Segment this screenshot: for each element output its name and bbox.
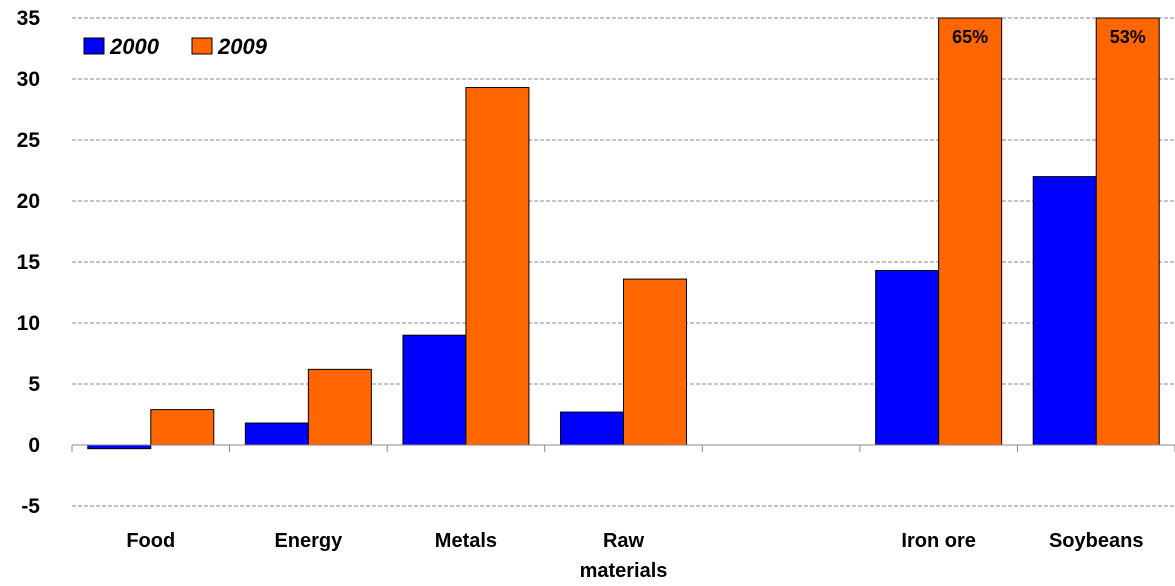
category-label: Soybeans bbox=[1049, 530, 1143, 552]
bar-2000-food bbox=[87, 444, 152, 450]
category-label: Food bbox=[126, 530, 175, 552]
legend-swatch-2009 bbox=[191, 37, 213, 55]
bar-2000-metals bbox=[402, 334, 467, 446]
legend-label-2000: 2000 bbox=[109, 34, 160, 59]
data-labels: 65% 53% bbox=[952, 27, 1146, 47]
category-label: materials bbox=[580, 560, 668, 582]
legend: 2000 2009 bbox=[83, 34, 268, 59]
category-labels: Food Energy Metals Raw materials Iron ore Soyb… bbox=[126, 530, 1143, 582]
bar-2009-food bbox=[150, 409, 215, 446]
y-tick-label: 10 bbox=[17, 312, 40, 335]
y-tick-label: 0 bbox=[28, 434, 40, 457]
bar-2009-iron-ore bbox=[938, 17, 1003, 446]
bar-2000-iron-ore bbox=[875, 270, 940, 446]
y-tick-label: 20 bbox=[17, 190, 40, 213]
bar-2009-metals bbox=[465, 87, 530, 446]
bar-2000-energy bbox=[244, 422, 309, 446]
bar-2009-energy bbox=[307, 368, 372, 446]
bar-2009-soybeans bbox=[1095, 17, 1160, 446]
y-tick-label: 15 bbox=[17, 251, 41, 274]
bar-2000-raw-materials bbox=[560, 411, 624, 446]
legend-swatch-2000 bbox=[83, 37, 105, 55]
y-axis-tick-labels: 35 30 25 20 15 10 5 0 -5 bbox=[17, 7, 41, 518]
x-axis bbox=[71, 444, 1175, 452]
category-label: Raw bbox=[603, 530, 645, 552]
y-tick-label: -5 bbox=[21, 495, 40, 518]
data-label: 65% bbox=[952, 27, 988, 47]
category-label: Metals bbox=[435, 530, 497, 552]
category-label: Energy bbox=[274, 530, 343, 552]
category-label: Iron ore bbox=[901, 530, 975, 552]
y-tick-label: 5 bbox=[28, 373, 40, 396]
legend-label-2009: 2009 bbox=[217, 34, 268, 59]
data-label: 53% bbox=[1110, 27, 1146, 47]
bar-2009-raw-materials bbox=[623, 278, 687, 446]
bar-2000-soybeans bbox=[1032, 176, 1097, 446]
y-tick-label: 35 bbox=[17, 7, 41, 30]
y-tick-label: 30 bbox=[17, 68, 40, 91]
y-tick-label: 25 bbox=[17, 129, 41, 152]
